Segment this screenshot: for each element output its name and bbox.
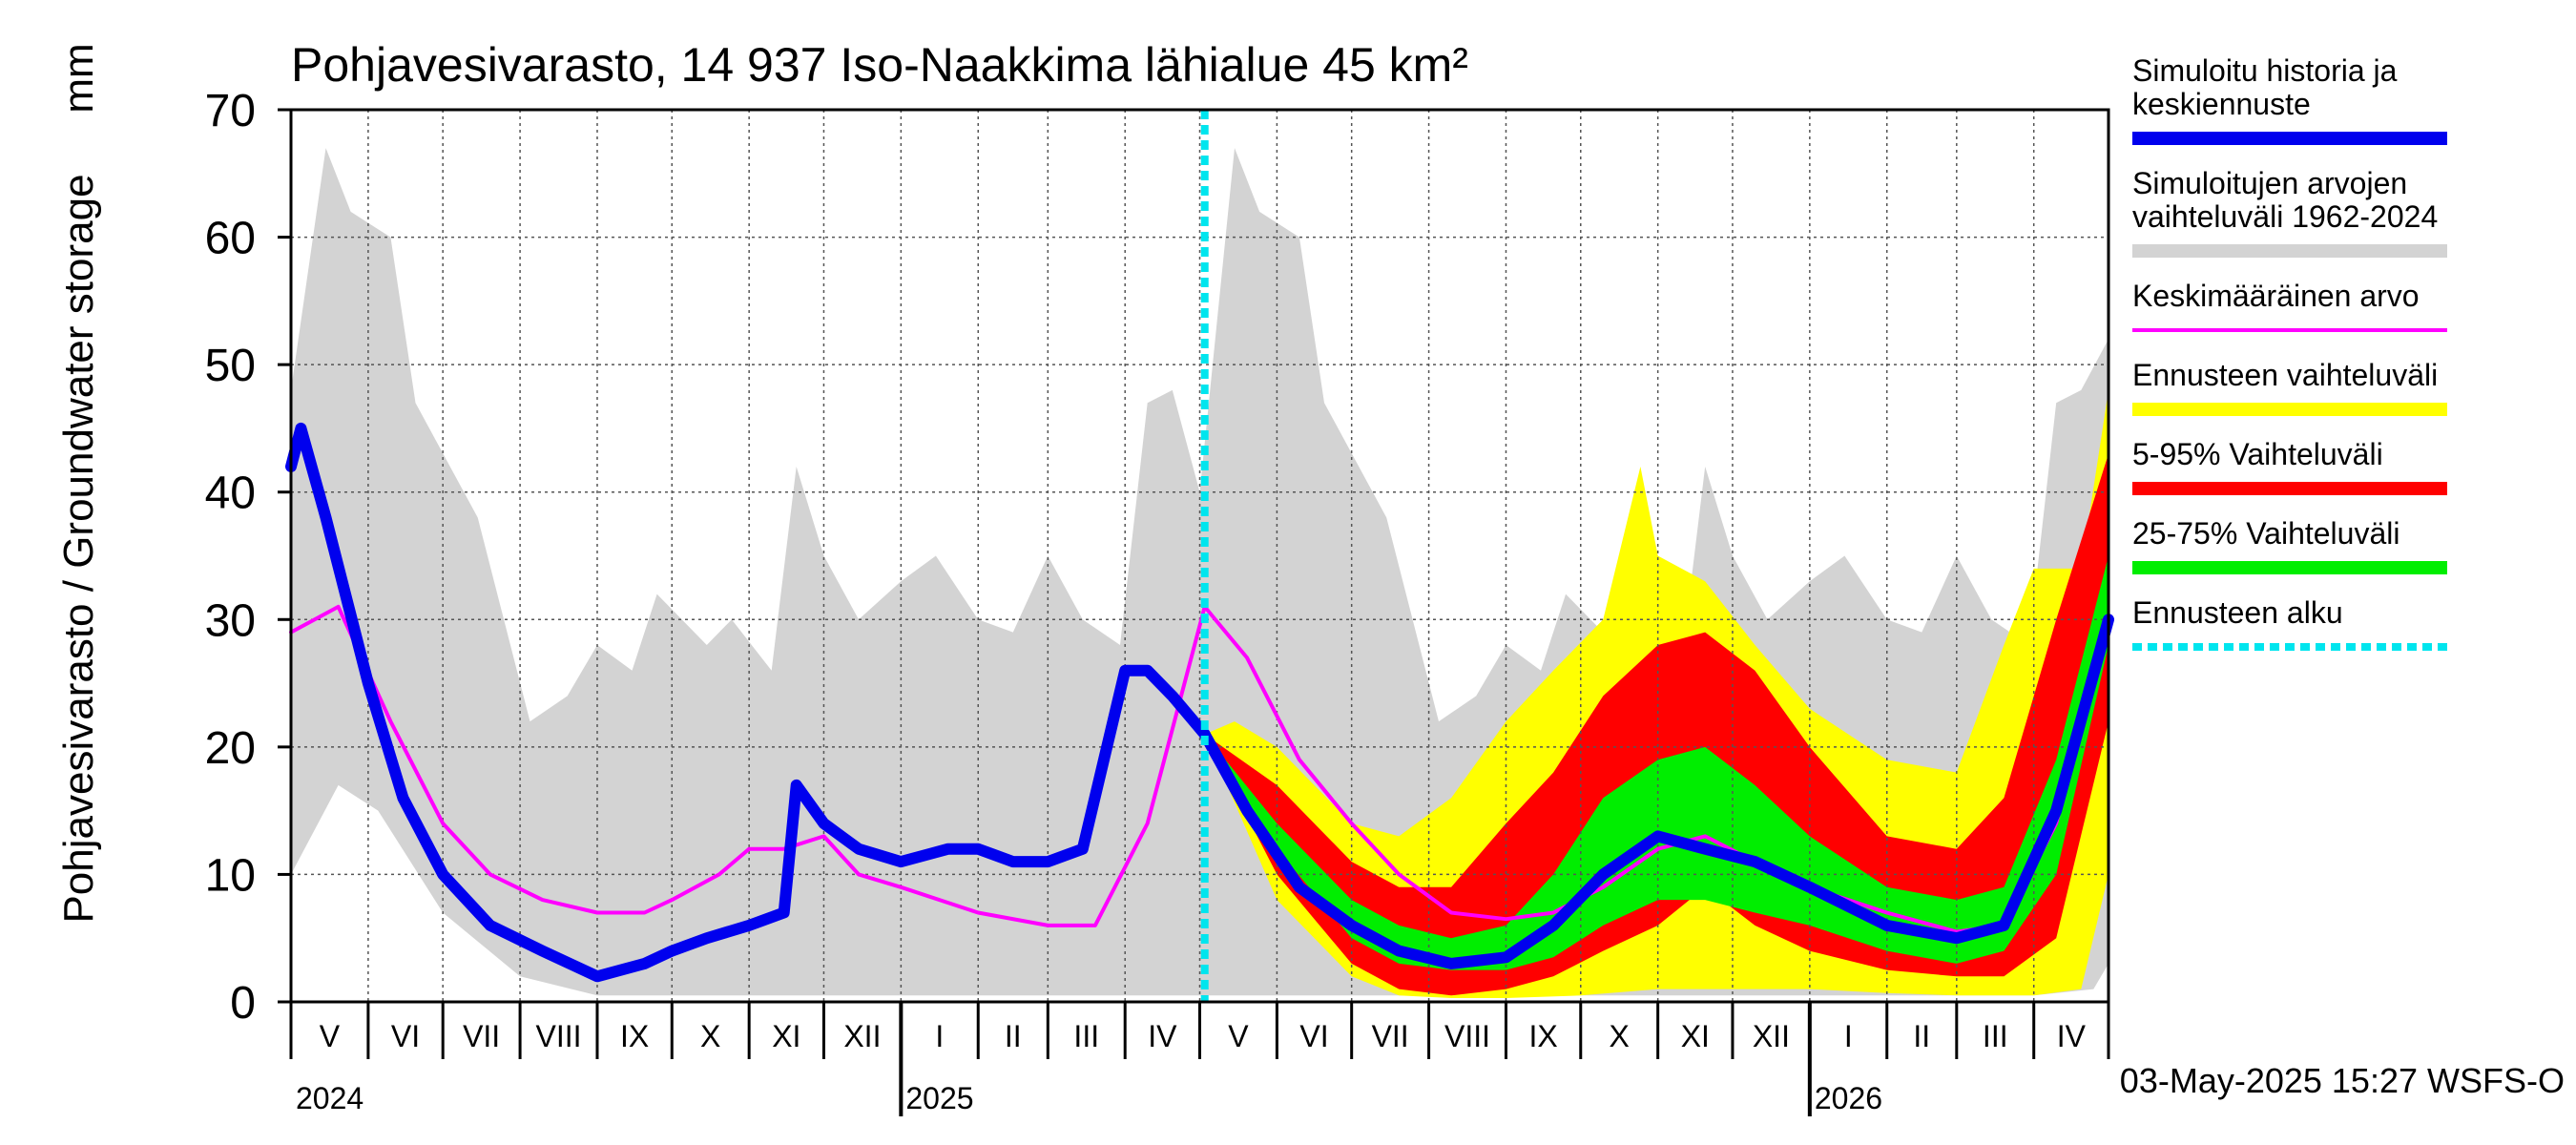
month-label: VI (1299, 1019, 1328, 1053)
year-label: 2026 (1815, 1081, 1882, 1115)
month-label: IV (2057, 1019, 2087, 1053)
p5-95-band (1204, 453, 2109, 996)
month-label: VII (463, 1019, 500, 1053)
month-label: V (1228, 1019, 1249, 1053)
legend-label: Simuloitu historia ja (2132, 53, 2398, 88)
legend-label: Simuloitujen arvojen (2132, 166, 2407, 200)
month-label: X (700, 1019, 720, 1053)
y-tick-label: 30 (205, 595, 256, 646)
legend-label: Ennusteen vaihteluväli (2132, 358, 2438, 392)
y-tick-label: 10 (205, 850, 256, 901)
y-tick-label: 40 (205, 468, 256, 519)
footer-timestamp: 03-May-2025 15:27 WSFS-O (2120, 1061, 2565, 1100)
year-label: 2025 (905, 1081, 973, 1115)
month-label: VIII (536, 1019, 582, 1053)
y-axis-unit: mm (55, 43, 102, 113)
y-tick-label: 50 (205, 341, 256, 391)
month-label: V (320, 1019, 341, 1053)
month-label: IX (620, 1019, 649, 1053)
y-tick-label: 60 (205, 214, 256, 264)
month-label: X (1610, 1019, 1630, 1053)
lines-layer (285, 110, 2114, 1002)
month-label: IV (1148, 1019, 1177, 1053)
p25-75-band (1204, 555, 2109, 970)
legend-item-p25_75: 25-75% Vaihteluväli (2132, 516, 2447, 574)
forecast-median-line (1198, 614, 2114, 969)
month-label: I (1844, 1019, 1853, 1053)
history-line (285, 422, 1211, 983)
y-axis-label: Pohjavesivarasto / Groundwater storage (55, 174, 102, 923)
month-label: XI (772, 1019, 800, 1053)
legend-label: Keskimääräinen arvo (2132, 279, 2420, 313)
month-label: III (1983, 1019, 2008, 1053)
month-label: I (935, 1019, 944, 1053)
legend: Simuloitu historia jakeskiennusteSimuloi… (2132, 53, 2447, 651)
month-label: III (1073, 1019, 1099, 1053)
legend-item-forecast_range: Ennusteen vaihteluväli (2132, 358, 2447, 416)
chart-title: Pohjavesivarasto, 14 937 Iso-Naakkima lä… (291, 38, 1468, 92)
legend-label: vaihteluväli 1962-2024 (2132, 199, 2438, 234)
legend-label: 5-95% Vaihteluväli (2132, 437, 2383, 471)
month-label: VII (1372, 1019, 1409, 1053)
month-label: VI (391, 1019, 420, 1053)
month-label: XII (843, 1019, 881, 1053)
legend-label: 25-75% Vaihteluväli (2132, 516, 2399, 551)
month-label: IX (1529, 1019, 1558, 1053)
legend-item-forecast_start: Ennusteen alku (2132, 595, 2447, 651)
legend-item-p5_95: 5-95% Vaihteluväli (2132, 437, 2447, 495)
y-tick-label: 20 (205, 723, 256, 774)
month-label: VIII (1444, 1019, 1490, 1053)
year-label: 2024 (296, 1081, 364, 1115)
month-label: II (1005, 1019, 1022, 1053)
month-label: XI (1681, 1019, 1710, 1053)
y-tick-label: 70 (205, 86, 256, 136)
month-label: II (1913, 1019, 1930, 1053)
legend-item-mean: Keskimääräinen arvo (2132, 279, 2447, 332)
month-label: XII (1753, 1019, 1790, 1053)
y-tick-label: 0 (230, 978, 256, 1029)
legend-label: keskiennuste (2132, 87, 2311, 121)
legend-label: Ennusteen alku (2132, 595, 2343, 630)
